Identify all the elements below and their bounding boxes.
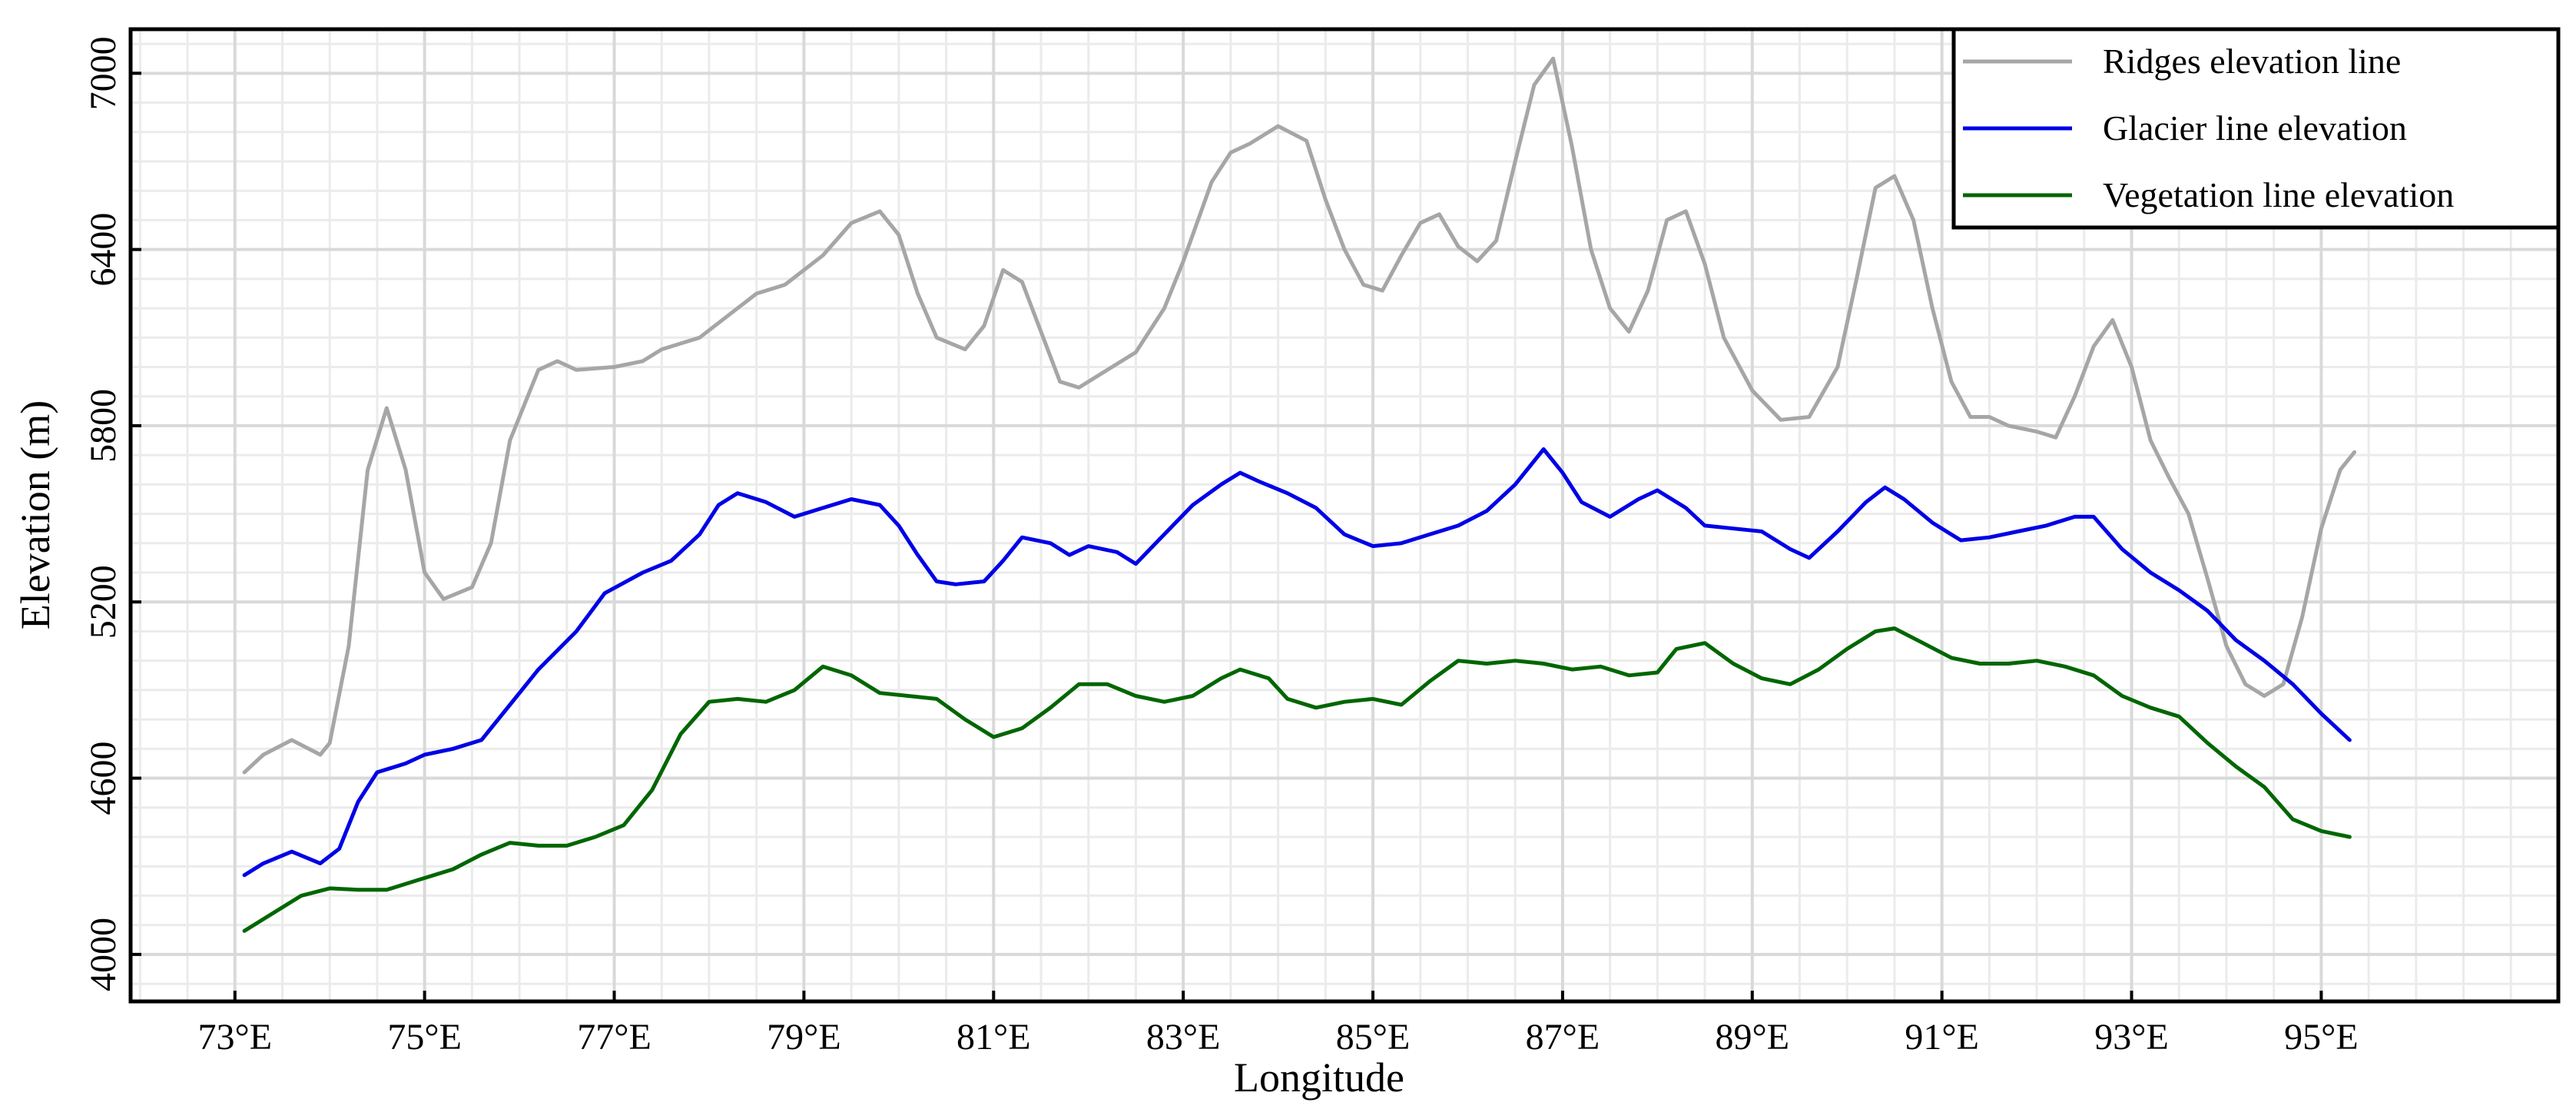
y-tick-label: 5200 bbox=[83, 565, 124, 639]
y-tick-label: 6400 bbox=[83, 213, 124, 287]
x-tick-label: 85°E bbox=[1336, 1017, 1411, 1058]
x-tick-label: 83°E bbox=[1146, 1017, 1221, 1058]
x-tick-label: 79°E bbox=[767, 1017, 841, 1058]
y-axis-ticks: 4000 4600 5200 5800 6400 7000 bbox=[83, 36, 141, 991]
y-axis-title: Elevation (m) bbox=[12, 400, 58, 629]
y-tick-label: 4000 bbox=[83, 918, 124, 991]
x-tick-label: 93°E bbox=[2094, 1017, 2169, 1058]
legend-label-1: Ridges elevation line bbox=[2103, 42, 2401, 81]
x-tick-label: 75°E bbox=[387, 1017, 462, 1058]
legend-label-2: Glacier line elevation bbox=[2103, 108, 2407, 148]
series-layer bbox=[242, 56, 2357, 933]
legend: Ridges elevation line Glacier line elevat… bbox=[1951, 27, 2561, 230]
x-tick-label: 81°E bbox=[956, 1017, 1031, 1058]
legend-items: Ridges elevation line Glacier line elevat… bbox=[1963, 42, 2454, 214]
x-tick-label: 87°E bbox=[1526, 1017, 1600, 1058]
x-tick-label: 73°E bbox=[198, 1017, 273, 1058]
legend-label-3: Vegetation line elevation bbox=[2103, 175, 2454, 214]
plot-frame bbox=[128, 27, 2561, 1004]
x-axis-title: Longitude bbox=[1234, 1054, 1404, 1101]
x-axis-ticks: 73°E 75°E 77°E 79°E 81°E 83°E 85°E 87°E 89°E 91°E… bbox=[198, 991, 2359, 1058]
y-tick-label: 5800 bbox=[83, 389, 124, 463]
series-line-2 bbox=[242, 447, 2352, 878]
series-line-3 bbox=[242, 626, 2352, 933]
y-tick-label: 4600 bbox=[83, 742, 124, 815]
series-line-1 bbox=[242, 56, 2357, 775]
x-tick-label: 95°E bbox=[2284, 1017, 2359, 1058]
x-tick-label: 91°E bbox=[1905, 1017, 1979, 1058]
x-tick-label: 77°E bbox=[577, 1017, 651, 1058]
x-tick-label: 89°E bbox=[1716, 1017, 1790, 1058]
y-tick-label: 7000 bbox=[83, 36, 124, 110]
